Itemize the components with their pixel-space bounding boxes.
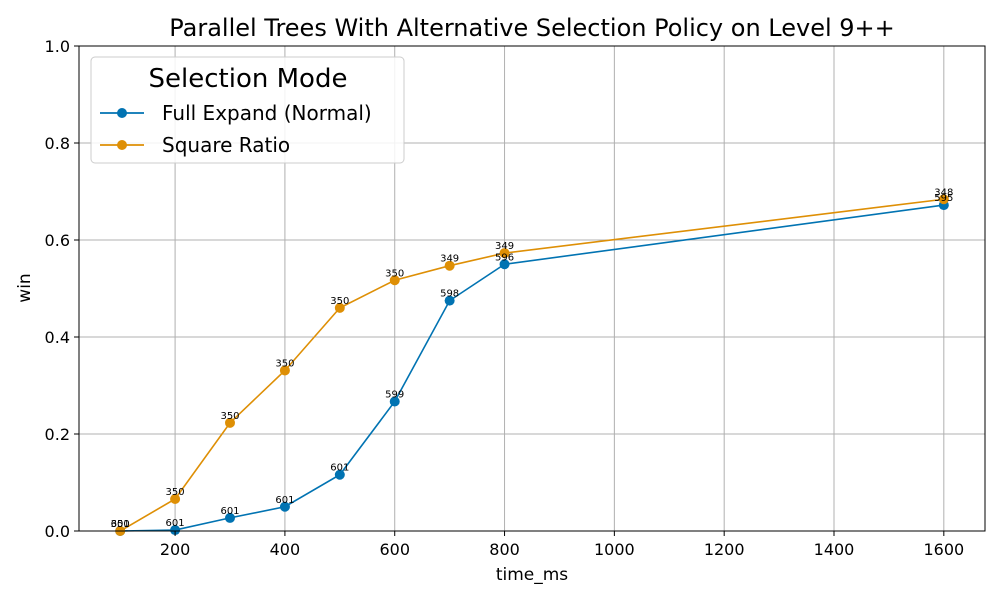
data-label: 601 — [220, 506, 239, 517]
data-point — [170, 493, 181, 504]
data-point — [444, 295, 455, 306]
series-line — [120, 204, 944, 532]
x-tick-label: 1000 — [594, 540, 635, 559]
data-point — [444, 260, 455, 271]
data-point — [334, 469, 345, 480]
y-axis-label: win — [15, 273, 35, 302]
y-tick-label: 0.2 — [45, 425, 70, 444]
data-point — [389, 396, 400, 407]
data-label: 599 — [385, 390, 404, 401]
x-tick-label: 1600 — [923, 540, 964, 559]
x-tick-label: 600 — [379, 540, 410, 559]
y-tick-label: 0.8 — [45, 134, 70, 153]
legend-box — [90, 56, 405, 164]
series-layer: 601 601 601 601 601 599 598 596 595 350 350 350 350 3… — [111, 187, 953, 536]
data-label: 350 — [330, 296, 349, 307]
data-label: 595 — [934, 193, 953, 204]
data-point — [499, 248, 510, 259]
data-label: 601 — [166, 518, 185, 529]
legend-title: Selection Mode — [149, 64, 348, 94]
y-tick-label: 1.0 — [45, 37, 70, 56]
data-label: 601 — [330, 463, 349, 474]
y-tick-label: 0.0 — [45, 522, 70, 541]
legend-marker — [117, 108, 127, 118]
data-label: 349 — [440, 254, 459, 265]
x-tick-label: 800 — [489, 540, 520, 559]
plot-frame — [78, 45, 986, 532]
data-label: 348 — [934, 187, 953, 198]
data-label: 350 — [385, 268, 404, 279]
legend-items: Full Expand (Normal) Square Ratio — [100, 101, 372, 157]
data-point — [170, 525, 181, 536]
data-point — [225, 417, 235, 428]
data-point — [334, 302, 345, 313]
data-label: 596 — [495, 252, 514, 263]
x-tick-label: 1400 — [814, 540, 855, 559]
legend-marker — [117, 140, 127, 150]
legend-label: Full Expand (Normal) — [162, 101, 372, 125]
data-label: 350 — [166, 487, 185, 498]
data-label: 350 — [111, 519, 130, 530]
series-line — [119, 198, 944, 532]
data-label: 350 — [275, 358, 294, 369]
data-label: 598 — [440, 289, 459, 300]
x-axis-label: time_ms — [496, 565, 568, 585]
data-point — [938, 194, 949, 205]
y-tick-label: 0.4 — [45, 328, 70, 347]
data-point — [279, 365, 290, 376]
legend: Selection Mode Full Expand (Normal) Squar… — [90, 56, 405, 164]
data-point — [499, 259, 510, 270]
legend-label: Square Ratio — [162, 133, 290, 157]
data-label: 601 — [275, 495, 294, 506]
chart-title: Parallel Trees With Alternative Selectio… — [169, 14, 895, 42]
data-point — [279, 501, 290, 512]
x-tick-label: 400 — [270, 540, 301, 559]
data-label: 601 — [111, 519, 130, 530]
axis-ticks: 200 400 600 800 1000 1200 1400 1600 0.0 0.2 0.4 0.6… — [45, 37, 965, 559]
x-tick-label: 200 — [160, 540, 191, 559]
x-tick-label: 1200 — [704, 540, 745, 559]
data-point — [225, 512, 235, 523]
data-label: 350 — [220, 411, 239, 422]
data-point — [389, 275, 400, 286]
y-tick-label: 0.6 — [45, 231, 70, 250]
data-label: 349 — [495, 241, 514, 252]
